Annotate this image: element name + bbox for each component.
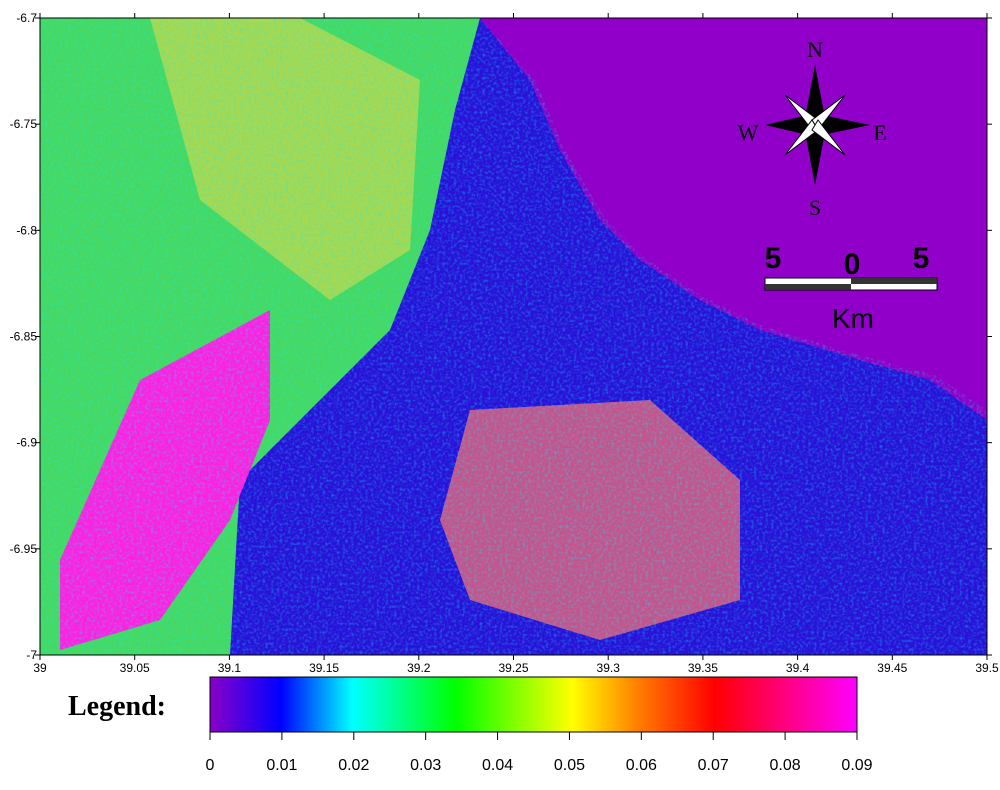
x-tick-label: 39.1 [218, 661, 242, 675]
x-tick-label: 39.5 [975, 661, 999, 675]
compass-north: N [807, 37, 823, 62]
compass-west: W [738, 120, 759, 145]
x-tick-label: 39.45 [877, 661, 907, 675]
legend-title: Legend: [68, 691, 166, 722]
y-tick-label: -6.7 [16, 11, 37, 25]
scale-unit: Km [832, 303, 874, 334]
y-tick-label: -6.75 [10, 117, 38, 131]
scale-label: 5 [913, 242, 930, 275]
x-tick-label: 39.4 [786, 661, 810, 675]
raster [40, 18, 987, 655]
y-tick-label: -6.95 [10, 542, 38, 556]
x-tick-label: 39.2 [407, 661, 431, 675]
colorbar-tick-label: 0.01 [266, 757, 297, 774]
map-page: N E S W 5 0 5 Km Legend: 39 39.05 39.1 39.1… [0, 0, 1000, 785]
x-tick-label: 39.3 [597, 661, 621, 675]
colorbar-tick-label: 0.03 [410, 757, 441, 774]
y-tick-label: -6.85 [10, 330, 38, 344]
x-tick-label: 39.05 [120, 661, 150, 675]
compass-east: E [873, 120, 886, 145]
colorbar-tick-label: 0.05 [554, 757, 585, 774]
colorbar-tick-label: 0 [206, 757, 215, 774]
colorbar [210, 677, 857, 732]
compass-south: S [809, 195, 821, 220]
y-tick-label: -6.9 [16, 436, 37, 450]
x-tick-label: 39.25 [498, 661, 528, 675]
colorbar-tick-label: 0.02 [338, 757, 369, 774]
colorbar-tick-label: 0.07 [698, 757, 729, 774]
scale-label: 0 [844, 248, 861, 281]
y-tick-label: -7 [26, 648, 37, 662]
y-tick-label: -6.8 [16, 223, 37, 237]
x-tick-label: 39.15 [309, 661, 339, 675]
colorbar-tick-label: 0.09 [841, 757, 872, 774]
x-tick-label: 39 [33, 661, 47, 675]
colorbar-tick-label: 0.08 [770, 757, 801, 774]
colorbar-tick-label: 0.06 [626, 757, 657, 774]
scale-label: 5 [765, 242, 782, 275]
colorbar-tick-label: 0.04 [482, 757, 513, 774]
x-tick-label: 39.35 [688, 661, 718, 675]
